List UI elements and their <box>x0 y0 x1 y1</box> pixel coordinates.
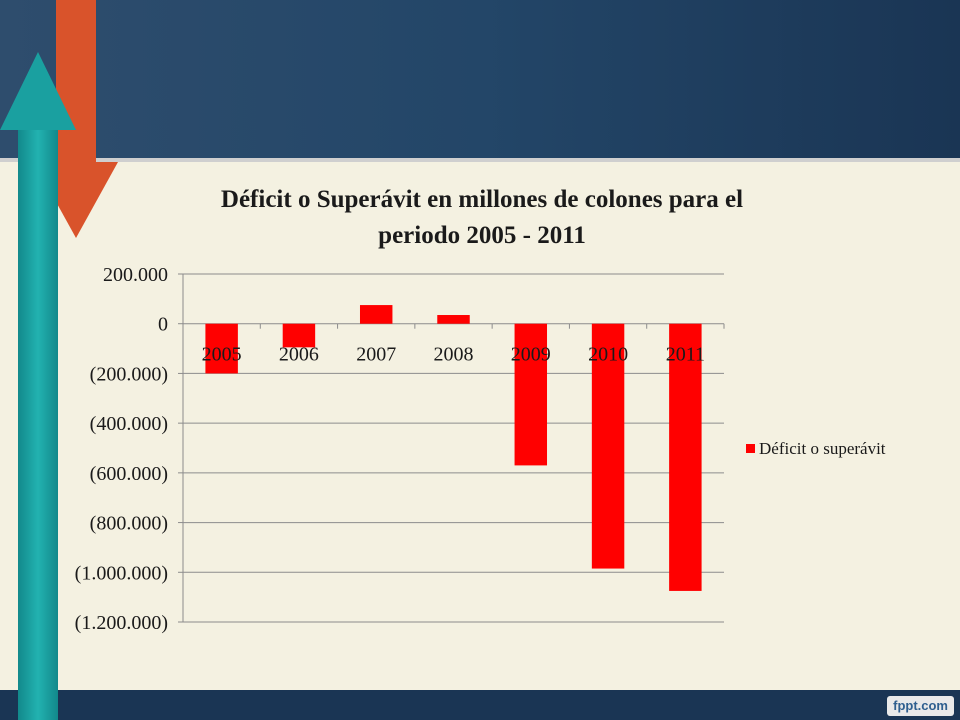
legend: Déficit o superávit <box>746 439 886 458</box>
y-tick-label: (1.000.000) <box>75 562 168 584</box>
y-tick-label: (600.000) <box>90 463 168 485</box>
y-tick-label: (200.000) <box>90 363 168 385</box>
fppt-watermark: fppt.com <box>887 696 954 716</box>
bar-2007 <box>359 305 393 324</box>
y-tick-label: (1.200.000) <box>75 612 168 634</box>
bar-2009 <box>514 323 548 466</box>
x-tick-label: 2005 <box>202 344 242 366</box>
up-arrow-decoration <box>0 52 76 720</box>
y-tick-label: 0 <box>158 314 168 336</box>
legend-label: Déficit o superávit <box>759 439 886 458</box>
x-tick-label: 2008 <box>434 344 474 366</box>
header-divider <box>0 158 960 162</box>
bar-2011 <box>669 323 702 591</box>
bar-2005 <box>205 323 238 374</box>
bar-2006 <box>282 323 316 348</box>
x-tick-label: 2009 <box>511 344 551 366</box>
chart-title-line-2: periodo 2005 - 2011 <box>378 222 586 249</box>
y-tick-label: (800.000) <box>90 513 168 535</box>
chart-title-line-1: Déficit o Superávit en millones de colon… <box>221 186 743 213</box>
bar-2010 <box>591 323 625 569</box>
x-tick-label: 2010 <box>588 344 628 366</box>
y-tick-label: 200.000 <box>103 264 168 286</box>
bar-2008 <box>437 315 470 324</box>
y-tick-label: (400.000) <box>90 413 168 435</box>
legend-swatch <box>746 444 755 453</box>
chart: Déficit o Superávit en millones de colon… <box>75 186 886 634</box>
x-tick-label: 2007 <box>356 344 396 366</box>
x-tick-label: 2011 <box>666 344 705 366</box>
footer-band <box>0 690 960 720</box>
header-band <box>0 0 960 160</box>
x-tick-label: 2006 <box>279 344 319 366</box>
